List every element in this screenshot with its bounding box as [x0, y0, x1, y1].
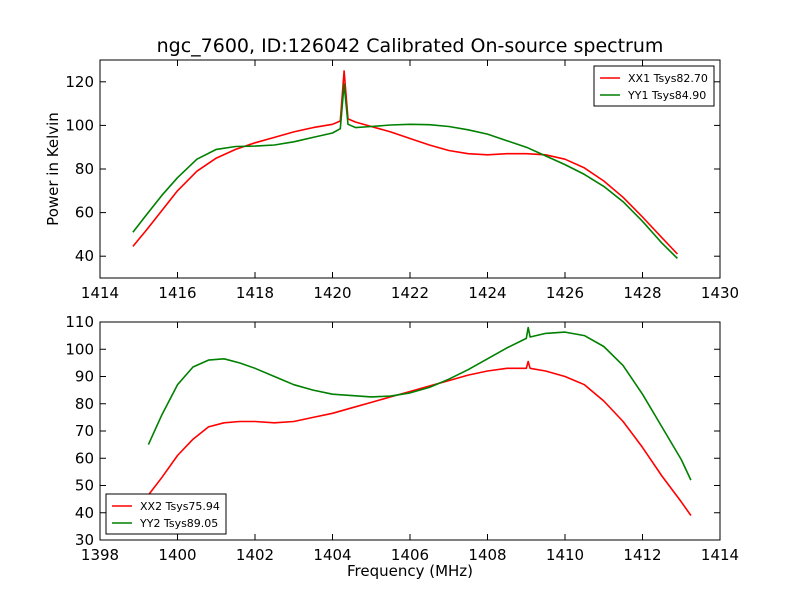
x-tick-label: 1422	[391, 284, 429, 302]
y-tick-label: 80	[75, 395, 94, 413]
legend-label: XX1 Tsys82.70	[628, 72, 708, 85]
legend-label: YY2 Tsys89.05	[139, 517, 218, 530]
y-tick-label: 40	[75, 247, 94, 265]
y-tick-label: 30	[75, 531, 94, 549]
y-tick-label: 60	[75, 449, 94, 467]
y-tick-label: 60	[75, 204, 94, 222]
series-line-yy1	[132, 83, 678, 259]
x-tick-label: 1404	[313, 546, 351, 564]
legend-label: YY1 Tsys84.90	[627, 89, 706, 102]
x-axis-label: Frequency (MHz)	[347, 562, 473, 580]
legend-label: XX2 Tsys75.94	[140, 500, 220, 513]
x-tick-label: 1426	[546, 284, 584, 302]
x-tick-label: 1420	[313, 284, 351, 302]
y-tick-label: 80	[75, 160, 94, 178]
y-tick-label: 110	[65, 313, 94, 331]
series-line-xx2	[147, 360, 692, 516]
legend-box	[105, 493, 227, 535]
x-tick-label: 1430	[701, 284, 739, 302]
x-tick-label: 1406	[391, 546, 429, 564]
y-tick-label: 100	[65, 340, 94, 358]
y-tick-label: 120	[65, 73, 94, 91]
x-tick-label: 1412	[623, 546, 661, 564]
y-tick-label: 70	[75, 422, 94, 440]
x-tick-label: 1408	[468, 546, 506, 564]
y-tick-label: 100	[65, 116, 94, 134]
x-tick-label: 1414	[701, 546, 739, 564]
bottom-plot: 1398 1400 1402 1404 1406 1408 1410 1412 1414 30 40…	[65, 313, 739, 580]
legend-box	[593, 65, 715, 107]
chart-title: ngc_7600, ID:126042 Calibrated On-source…	[157, 35, 664, 57]
x-tick-label: 1402	[236, 546, 274, 564]
x-tick-label: 1414	[81, 284, 119, 302]
series-line-yy2	[147, 326, 692, 481]
y-tick-label: 40	[75, 504, 94, 522]
y-tick-label: 50	[75, 477, 94, 495]
y-tick-label: 90	[75, 368, 94, 386]
x-tick-label: 1416	[158, 284, 196, 302]
x-tick-label: 1428	[623, 284, 661, 302]
x-tick-label: 1418	[236, 284, 274, 302]
y-axis-label: Power in Kelvin	[44, 112, 62, 226]
top-plot: 1414 1416 1418 1420 1422 1424 1426 1428 1430 40 60…	[44, 35, 739, 302]
x-tick-label: 1424	[468, 284, 506, 302]
x-tick-label: 1400	[158, 546, 196, 564]
x-tick-label: 1410	[546, 546, 584, 564]
x-tick-label: 1398	[81, 546, 119, 564]
